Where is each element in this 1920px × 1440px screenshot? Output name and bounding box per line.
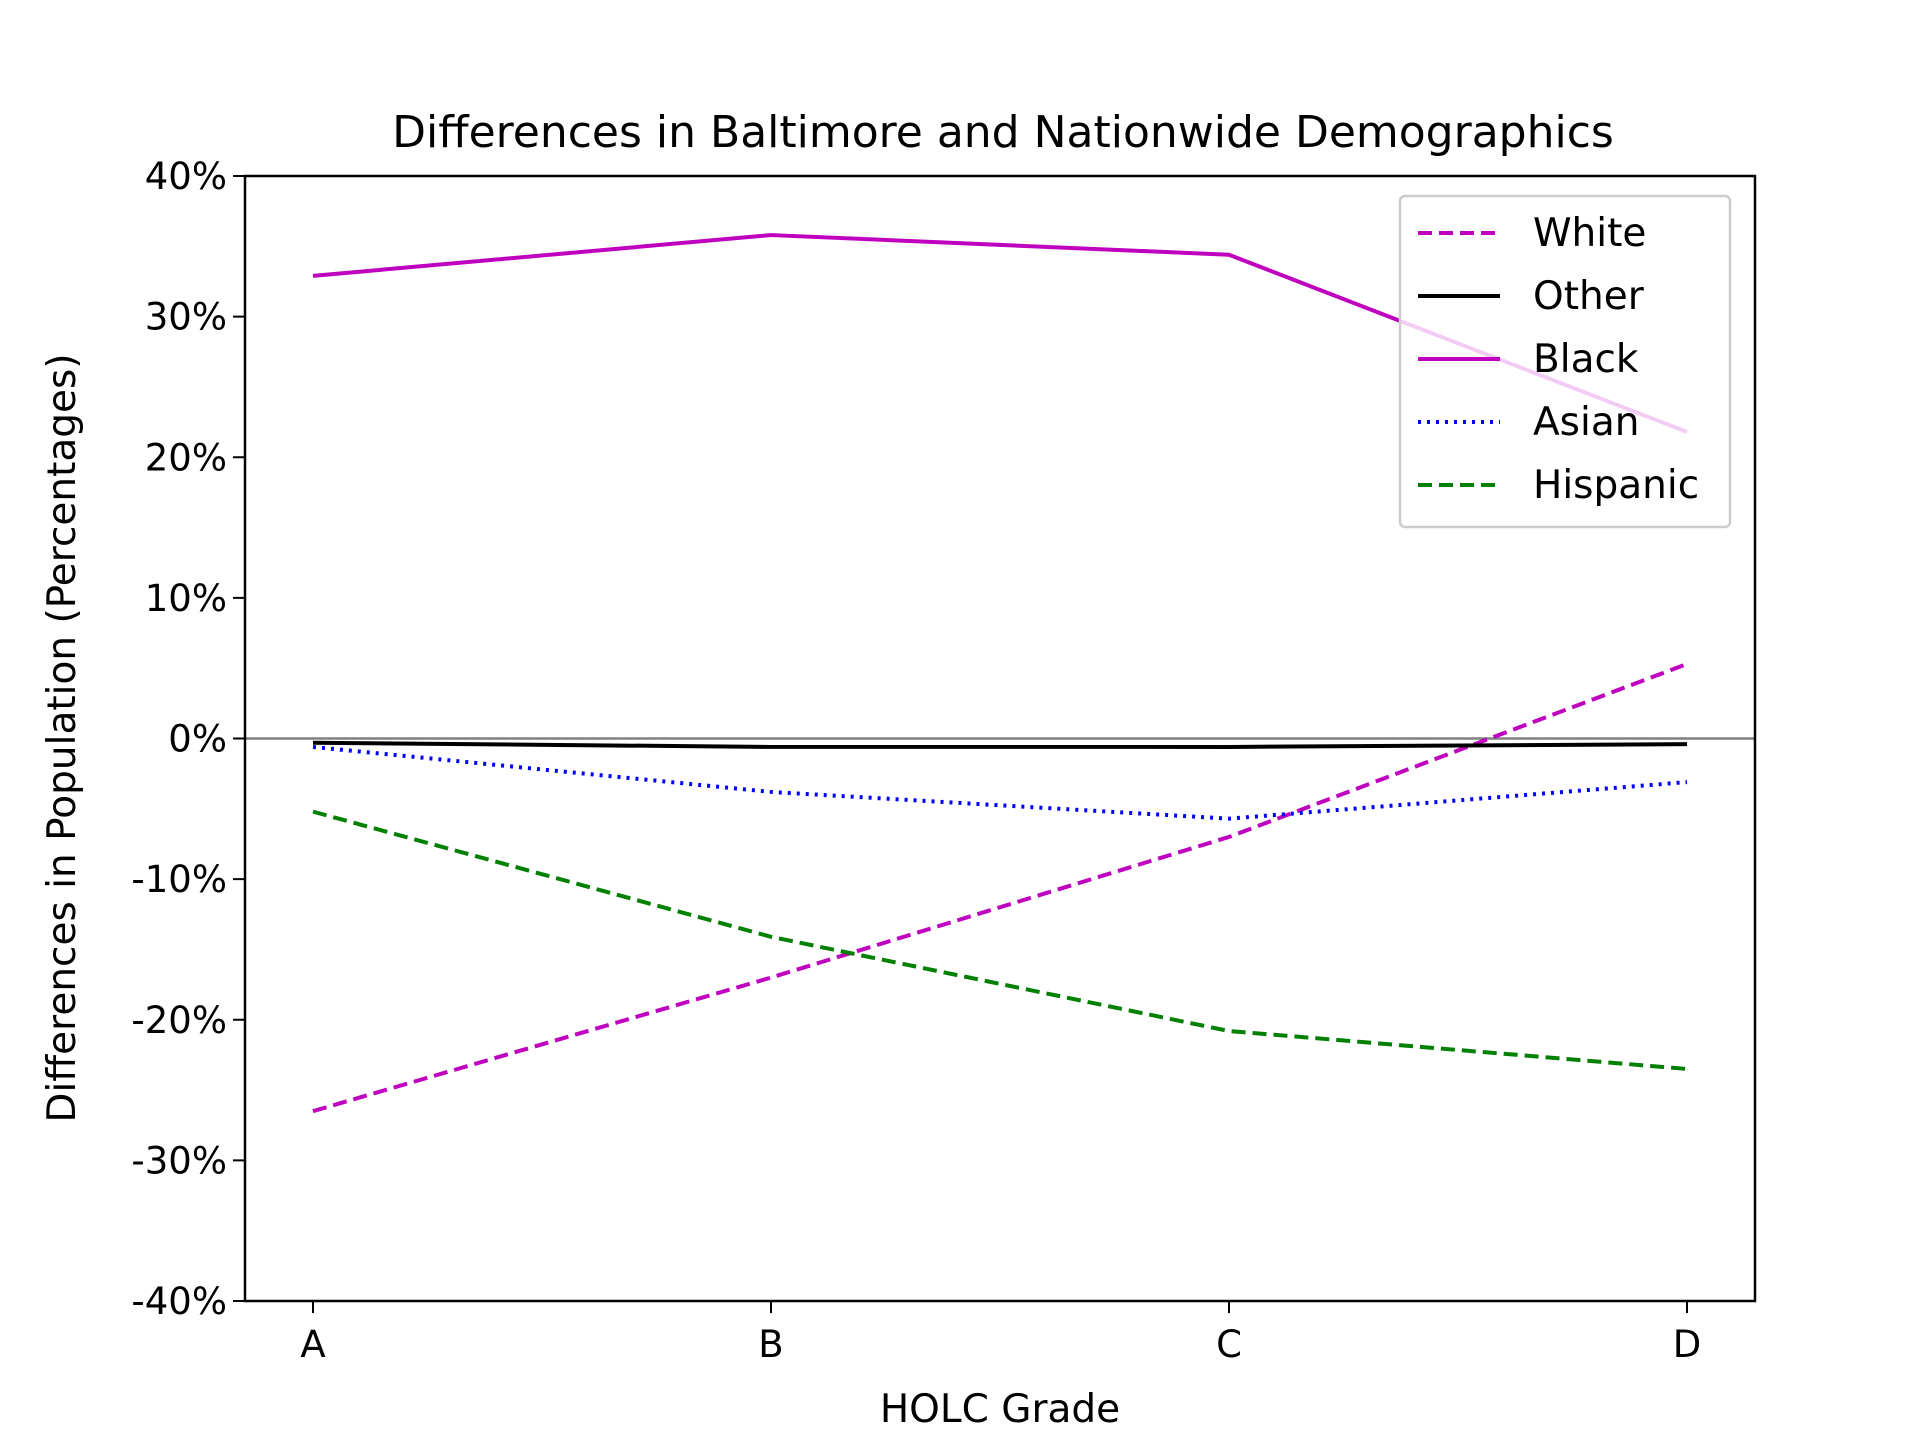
x-tick-label: D: [1673, 1323, 1702, 1366]
legend-label-hispanic: Hispanic: [1533, 463, 1699, 508]
legend-label-black: Black: [1533, 337, 1639, 382]
x-tick-label: A: [300, 1323, 325, 1366]
x-axis: A B C D: [300, 1301, 1701, 1366]
y-tick-label: -10%: [131, 858, 227, 901]
legend-label-other: Other: [1533, 274, 1645, 319]
y-tick-label: 30%: [145, 296, 227, 339]
series-line-asian: [312, 744, 1688, 821]
legend: White Other Black Asian Hispanic: [1398, 194, 1732, 529]
y-axis-label: Differences in Population (Percentages): [40, 353, 85, 1122]
x-axis-label: HOLC Grade: [880, 1387, 1120, 1432]
y-tick-label: 20%: [145, 436, 227, 479]
y-tick-label: 40%: [145, 155, 227, 198]
x-tick-label: C: [1216, 1323, 1242, 1366]
y-tick-label: -20%: [131, 999, 227, 1042]
y-tick-label: -30%: [131, 1139, 227, 1182]
series-line-hispanic: [312, 809, 1688, 1071]
y-tick-label: 10%: [145, 577, 227, 620]
legend-box: [1398, 194, 1732, 529]
series-line-white: [312, 662, 1688, 1114]
y-axis: 40% 30% 20% 10% 0% -10% -20% -30% -40%: [131, 155, 245, 1323]
series-line-other: [312, 740, 1688, 749]
legend-label-white: White: [1533, 211, 1646, 256]
x-tick-label: B: [758, 1323, 783, 1366]
y-tick-label: 0%: [168, 718, 227, 761]
plot-frame: [243, 174, 1757, 1303]
chart-title: Differences in Baltimore and Nationwide …: [392, 107, 1614, 158]
y-tick-label: -40%: [131, 1280, 227, 1323]
legend-label-asian: Asian: [1533, 400, 1639, 445]
